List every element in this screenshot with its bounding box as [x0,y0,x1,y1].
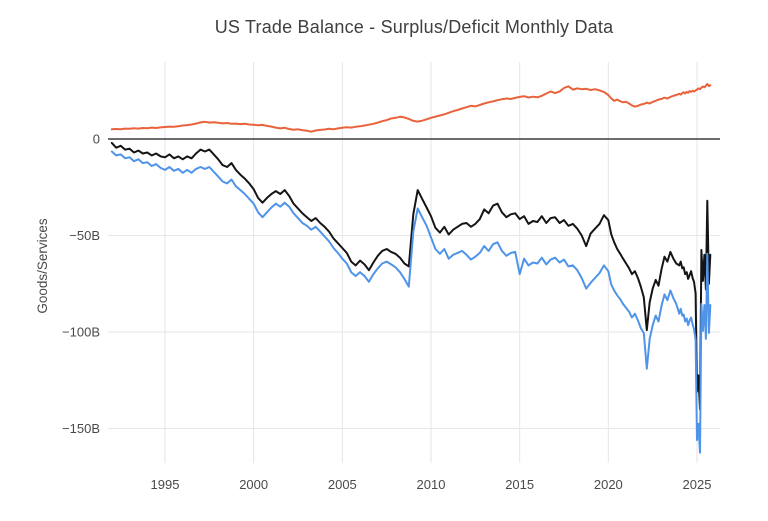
x-tick-label: 1995 [151,477,180,492]
x-tick-label: 2020 [594,477,623,492]
x-tick-label: 2025 [683,477,712,492]
x-tick-label: 2000 [239,477,268,492]
y-tick-label: −150B [62,421,100,436]
gridlines [108,62,720,463]
x-tick-label: 2005 [328,477,357,492]
y-tick-label: 0 [93,132,100,147]
series-line-services [110,83,712,133]
series-line-goods [110,150,712,454]
series-lines [110,83,712,454]
x-tick-label: 2010 [417,477,446,492]
y-axis-title: Goods/Services [35,218,50,314]
series-line-total [110,141,712,411]
x-tick-label: 2015 [505,477,534,492]
y-tick-label: −50B [69,228,100,243]
chart-title: US Trade Balance - Surplus/Deficit Month… [214,17,614,37]
tick-labels: 1995 2000 2005 2010 2015 2020 2025 0 −50B −100B −1… [62,132,711,493]
y-tick-label: −100B [62,325,100,340]
